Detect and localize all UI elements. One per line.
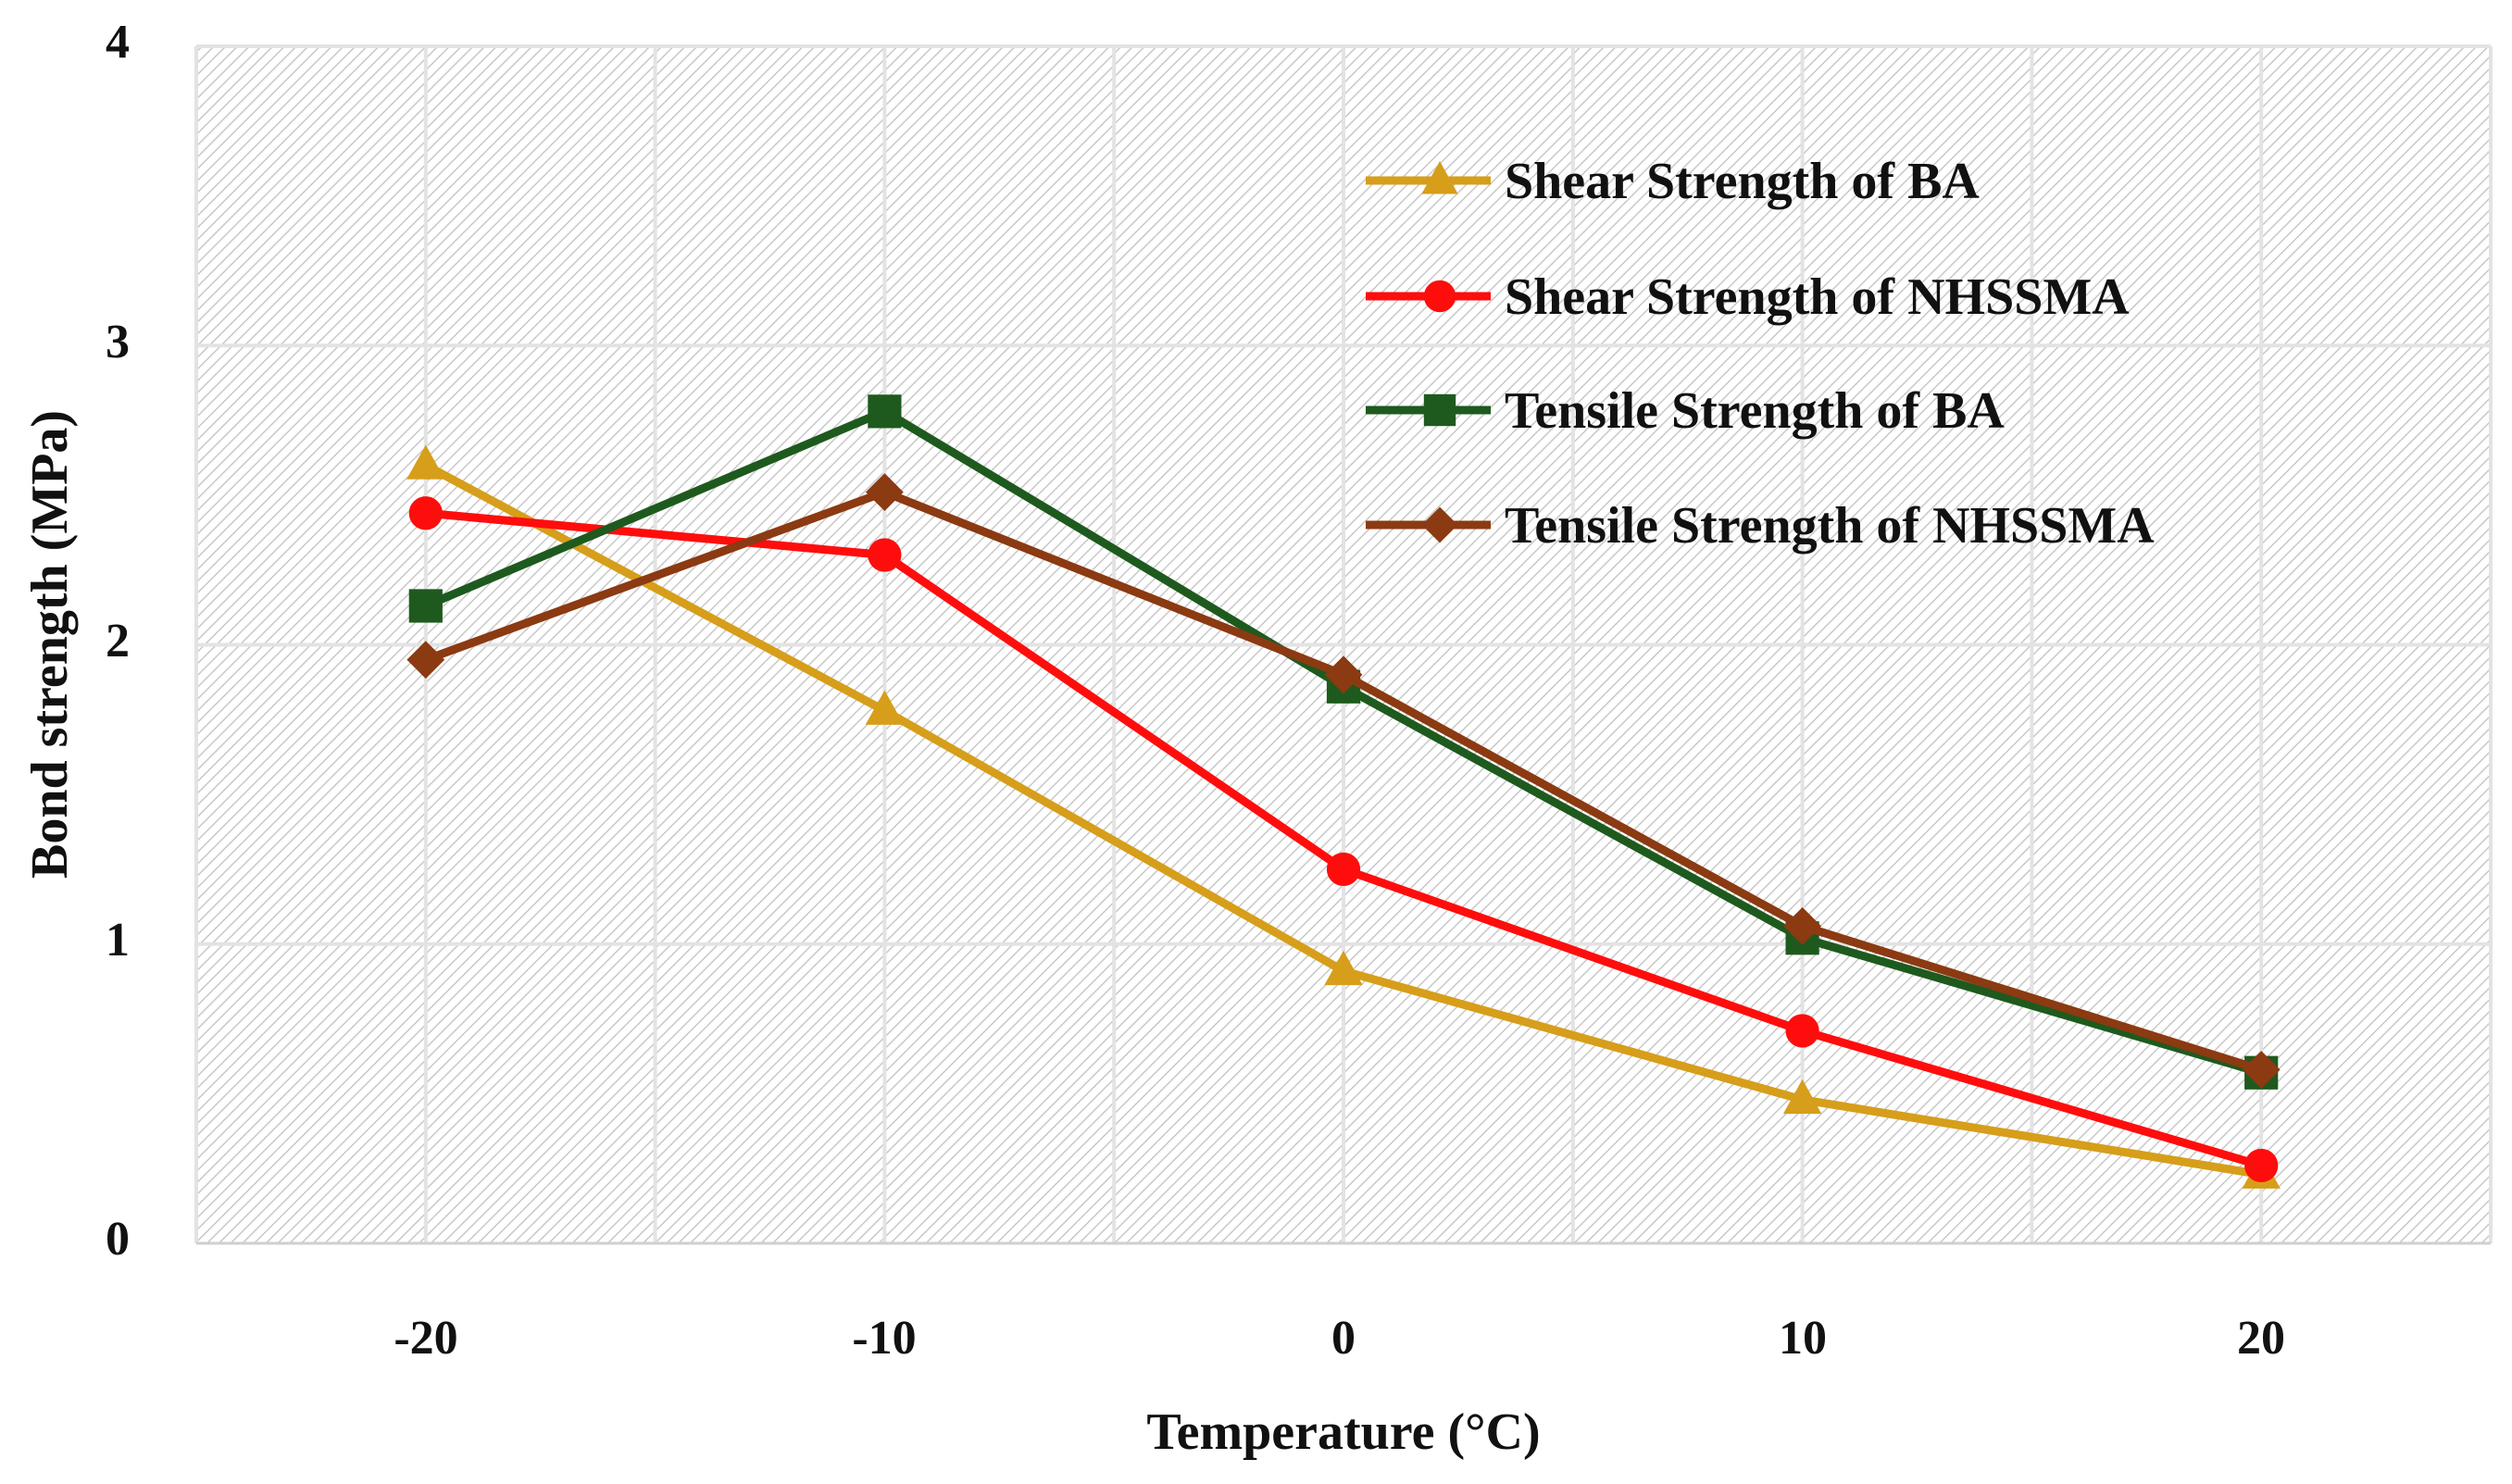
legend-label: Shear Strength of BA [1505, 153, 1980, 210]
legend: Shear Strength of BA Shear Strength of N… [1366, 153, 2155, 555]
x-tick-label: 10 [1779, 1312, 1827, 1365]
legend-item: Tensile Strength of NHSSMA [1366, 497, 2155, 555]
data-point [1782, 1079, 1822, 1115]
legend-swatch [1366, 506, 1491, 543]
x-tick-label: 20 [2237, 1312, 2285, 1365]
legend-marker [1423, 280, 1456, 313]
data-point [865, 473, 904, 512]
x-axis-ticks: -20 -10 0 10 20 [394, 1312, 2285, 1365]
legend-marker [1423, 393, 1456, 427]
data-point [406, 444, 445, 480]
legend-label: Tensile Strength of NHSSMA [1505, 497, 2155, 555]
legend-item: Shear Strength of NHSSMA [1366, 268, 2130, 326]
data-point [408, 496, 443, 530]
legend-label: Tensile Strength of BA [1505, 382, 2005, 440]
x-axis-title: Temperature (°C) [1146, 1403, 1540, 1461]
y-axis-title: Bond strength (MPa) [21, 410, 79, 879]
y-tick-label: 4 [106, 16, 130, 69]
y-tick-label: 2 [106, 615, 130, 667]
data-point [1326, 852, 1361, 887]
data-point [406, 641, 445, 680]
data-point [1783, 906, 1822, 945]
y-tick-label: 0 [106, 1213, 130, 1266]
data-point [2242, 1051, 2281, 1089]
x-tick-label: -10 [852, 1312, 916, 1365]
y-tick-label: 1 [106, 914, 130, 966]
legend-swatch [1366, 161, 1491, 194]
x-tick-label: 0 [1331, 1312, 1356, 1365]
gridlines [194, 44, 2493, 1243]
x-tick-label: -20 [394, 1312, 457, 1365]
data-point [865, 690, 905, 725]
data-point [408, 589, 443, 623]
legend-swatch [1366, 393, 1491, 427]
series-tensile-strength-of-nhssma [406, 473, 2281, 1089]
legend-marker [1421, 506, 1458, 543]
y-axis-ticks: 0 1 2 3 4 [106, 16, 130, 1266]
legend-item: Tensile Strength of BA [1366, 382, 2005, 440]
legend-marker [1421, 161, 1458, 194]
legend-swatch [1366, 280, 1491, 313]
data-point [1785, 1014, 1819, 1048]
data-point [868, 394, 902, 429]
series-shear-strength-of-nhssma [408, 496, 2279, 1183]
legend-label: Shear Strength of NHSSMA [1505, 268, 2130, 326]
legend-item: Shear Strength of BA [1366, 153, 1980, 210]
data-point [868, 538, 902, 572]
data-point [1324, 950, 1363, 986]
data-series [406, 394, 2281, 1189]
data-point [1324, 655, 1363, 694]
y-tick-label: 3 [106, 316, 130, 368]
data-point [2244, 1148, 2279, 1183]
